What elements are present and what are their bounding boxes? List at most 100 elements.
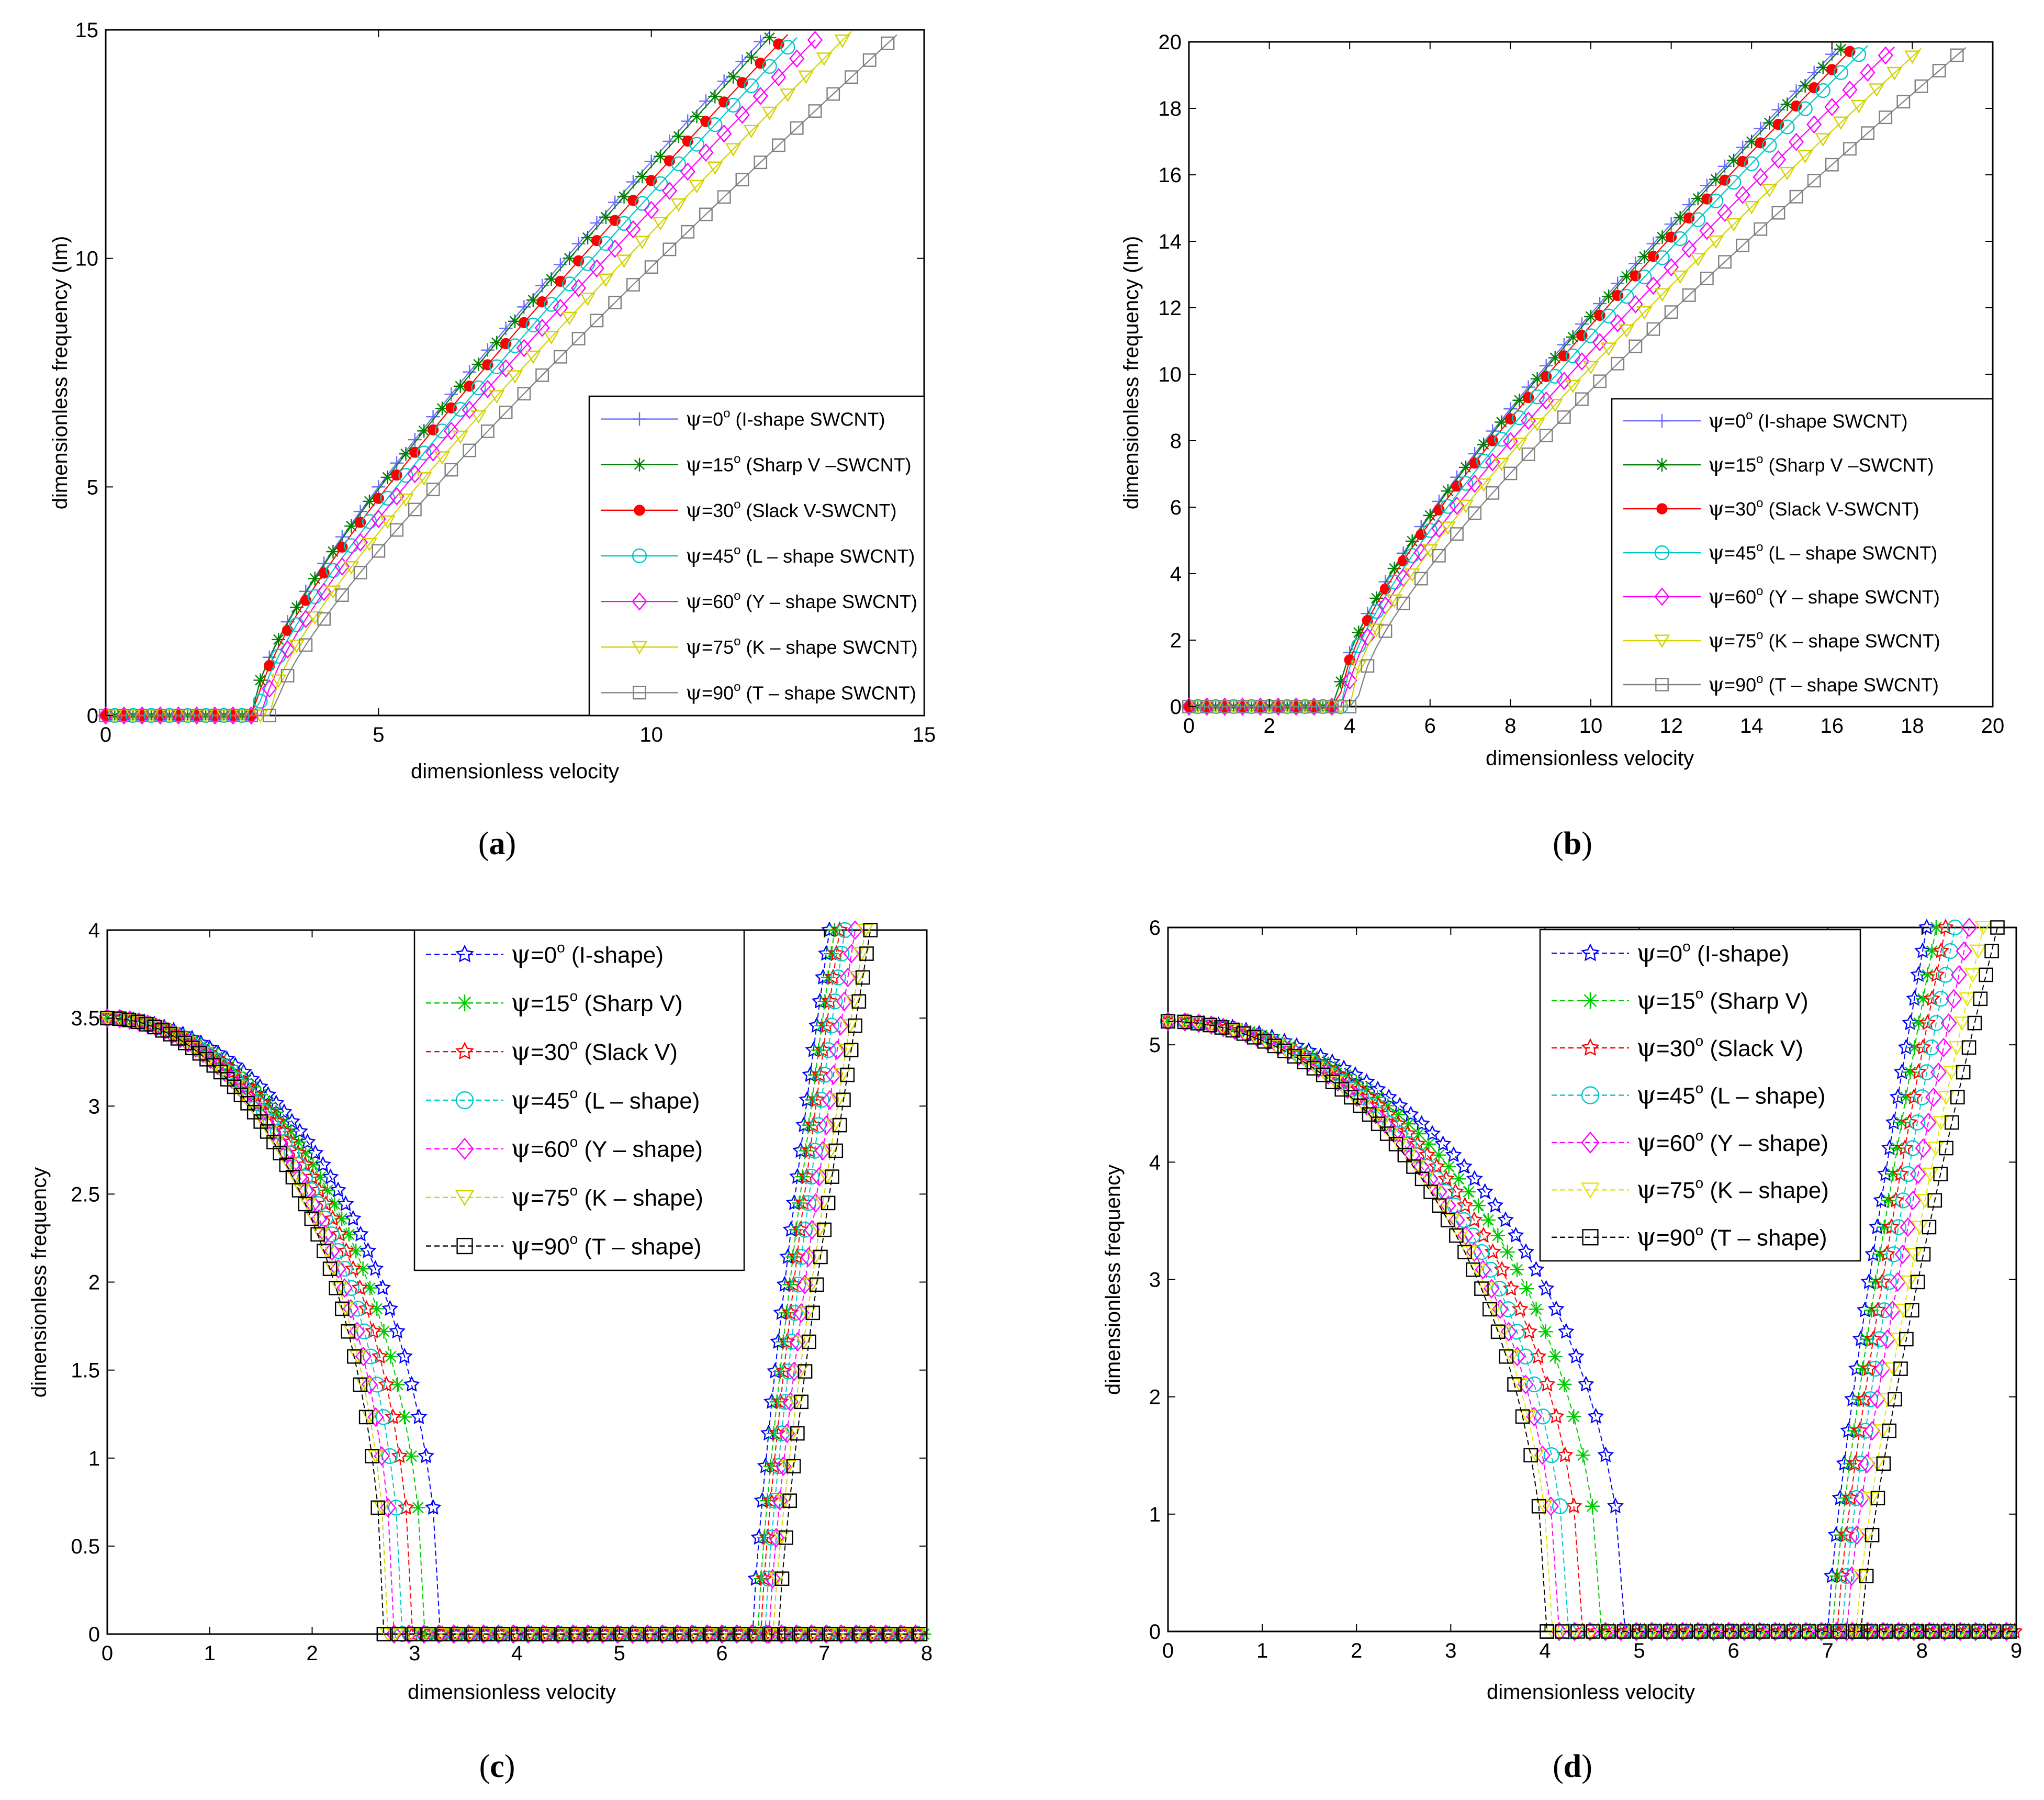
panel-c-series-45-point xyxy=(767,1492,783,1509)
panel-c-series-45-point xyxy=(813,1092,830,1108)
panel-d-series-90-point xyxy=(1225,1023,1240,1038)
panel-b-series-90-point xyxy=(1200,700,1214,713)
panel-d-series-90-point xyxy=(1967,1015,1982,1031)
panel-d-series-75-point xyxy=(1528,1448,1545,1463)
panel-b-series-90-point xyxy=(1593,374,1607,388)
panel-d-series-15-point xyxy=(1899,1090,1914,1105)
panel-d-series-60-point xyxy=(1843,1566,1860,1586)
panel-d-series-15-point xyxy=(1547,1349,1563,1364)
panel-c-series-90-point xyxy=(734,1627,749,1641)
panel-a-series-15-point xyxy=(272,632,286,646)
panel-b-series-15-point xyxy=(1780,97,1794,111)
panel-b-series-75-point xyxy=(1654,288,1670,302)
panel-a-series-60-point xyxy=(462,400,477,419)
panel-a-series-75-point xyxy=(616,254,632,269)
panel-c-legend-item-30: ψ=30o (Slack V) xyxy=(426,1036,678,1066)
panel-b-series-60-point xyxy=(1217,697,1232,716)
panel-a-series-45-point xyxy=(471,380,486,396)
panel-c-series-45-point xyxy=(356,1323,373,1339)
panel-b-series-75-point xyxy=(1476,478,1492,492)
panel-c-series-15-point xyxy=(261,1095,276,1111)
panel-c-series-60-point xyxy=(775,1456,792,1476)
panel-a-legend-marker xyxy=(633,686,646,700)
panel-a-ytick-label: 15 xyxy=(75,19,99,42)
panel-b-series-15-point xyxy=(1745,135,1759,149)
panel-b-series-90-point xyxy=(1468,506,1482,520)
panel-c-series-90-point xyxy=(451,1627,466,1641)
panel-d-series-75-point xyxy=(1969,944,1986,959)
panel-c-series-90-point xyxy=(808,1627,824,1641)
panel-a-legend-label: ψ=15o (Sharp V –SWCNT) xyxy=(686,452,912,476)
panel-c-series-30-point xyxy=(759,1529,776,1545)
panel-a-series-60-point xyxy=(443,421,459,440)
panel-c-series-90-point xyxy=(298,1197,313,1212)
panel-c-series-90-point xyxy=(421,1627,436,1641)
panel-d-series-90-point xyxy=(1457,1245,1472,1259)
panel-c-series-90-point xyxy=(406,1627,421,1641)
panel-c-series-90-point xyxy=(859,946,874,961)
panel-d-series-0-point xyxy=(1577,1376,1594,1392)
panel-c-series-75-point xyxy=(783,1427,801,1441)
panel-a-series-90-point xyxy=(463,443,477,457)
panel-d-series-75-point xyxy=(1502,1350,1520,1365)
panel-d-ytick-label: 4 xyxy=(1149,1151,1161,1174)
panel-d-series-75-point xyxy=(1863,1491,1881,1506)
panel-a-series-15-point xyxy=(380,470,395,484)
panel-a-series-90-point xyxy=(681,225,695,239)
panel-c-series-0-point xyxy=(396,1347,413,1364)
panel-c-series-90-point xyxy=(851,994,867,1009)
panel-b-series-15-point xyxy=(1387,562,1401,576)
panel-c-series-30-branch2 xyxy=(760,930,840,1635)
panel-a-series-75-point xyxy=(598,273,614,287)
panel-d-caption-letter: d xyxy=(1564,1749,1581,1784)
panel-b-series-15-point xyxy=(1477,438,1491,452)
panel-d-series-60-point xyxy=(1838,1622,1855,1641)
panel-a-series-45-point xyxy=(762,59,777,74)
panel-a-series-75-point xyxy=(416,472,432,486)
panel-a-series-45-point xyxy=(689,137,704,152)
panel-c-series-15-point xyxy=(114,1011,129,1026)
panel-a-legend-item-60: ψ=60o (Y – shape SWCNT) xyxy=(601,589,917,613)
panel-c-series-75-point xyxy=(228,1080,245,1095)
panel-c-series-30-point xyxy=(200,1044,218,1061)
panel-c-series-90-point xyxy=(868,1627,883,1641)
panel-b-series-75-point xyxy=(1869,83,1885,97)
panel-d-legend-label: ψ=30o (Slack V) xyxy=(1636,1033,1803,1063)
panel-a-series-15-point xyxy=(453,379,467,393)
panel-c-series-75-point xyxy=(248,1105,265,1120)
panel-b-ytick-label: 4 xyxy=(1170,563,1182,586)
panel-b-xtick-label: 18 xyxy=(1901,714,1924,737)
panel-d-series-30-point xyxy=(1888,1191,1904,1208)
panel-d-series-45-point xyxy=(1937,967,1954,983)
panel-c-xtick-label: 2 xyxy=(306,1642,318,1665)
panel-b-series-60-point xyxy=(1681,240,1697,259)
panel-a-series-15-point xyxy=(690,109,704,124)
panel-d-legend-label: ψ=0o (I-shape) xyxy=(1636,938,1789,968)
panel-b-series-45-point xyxy=(1494,431,1509,447)
panel-d-series-30-point xyxy=(1456,1197,1474,1213)
panel-b-series-15-point xyxy=(1459,460,1473,474)
panel-c-series-90-point xyxy=(370,1500,386,1515)
panel-b-series-90-point xyxy=(1664,305,1678,319)
panel-d-series-15-point xyxy=(1859,1332,1874,1347)
panel-b-legend-marker xyxy=(1654,545,1670,561)
panel-a-xtick-label: 0 xyxy=(100,723,111,746)
panel-a-series-60-point xyxy=(771,68,787,87)
panel-a-series-90-point xyxy=(317,612,331,626)
panel-c-series-45-point xyxy=(770,1458,787,1474)
panel-d-series-60-point xyxy=(1930,1062,1947,1082)
panel-a-series-30-point xyxy=(609,215,621,226)
panel-a-series-75-point xyxy=(743,125,759,139)
panel-d-series-90-point xyxy=(1531,1499,1546,1514)
panel-a-series-0-point xyxy=(353,505,367,519)
panel-d-series-45-point xyxy=(1895,1192,1912,1209)
panel-a-series-45-point xyxy=(398,468,413,483)
panel-b-series-15-point xyxy=(1709,172,1723,186)
panel-b-series-90-point xyxy=(1289,700,1303,713)
panel-b-plot xyxy=(1181,42,1967,716)
panel-c-series-75-point xyxy=(234,1088,252,1103)
panel-d-series-45-point xyxy=(1852,1456,1869,1472)
panel-c-series-75-point xyxy=(780,1459,797,1474)
panel-b-series-45-point xyxy=(1530,389,1545,405)
panel-d-series-45-point xyxy=(1885,1246,1902,1262)
